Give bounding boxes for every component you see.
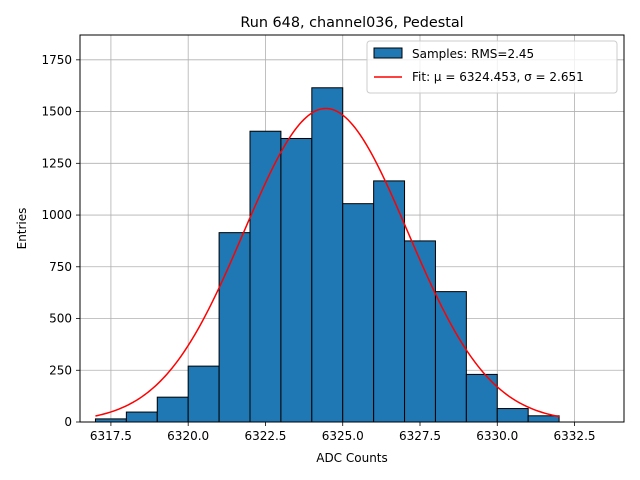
histogram-bar (125, 411, 158, 423)
histogram-bar (496, 408, 529, 423)
histogram-bar (373, 180, 406, 423)
x-tick-label: 6320.0 (167, 429, 209, 443)
histogram-bar (249, 130, 282, 423)
legend-box (366, 40, 618, 94)
y-tick-label: 1250 (41, 156, 72, 170)
x-tick-label: 6332.5 (554, 429, 596, 443)
x-axis-label: ADC Counts (316, 451, 388, 465)
histogram-bar (156, 396, 189, 423)
legend-histogram-swatch (373, 47, 403, 59)
x-tick-label: 6317.5 (90, 429, 132, 443)
y-tick-label: 500 (49, 312, 72, 326)
chart-title: Run 648, channel036, Pedestal (240, 15, 463, 31)
histogram-bar (311, 87, 344, 423)
x-tick-label: 6327.5 (399, 429, 441, 443)
y-axis-ticks: 0 250 500 750 1000 1250 1500 1750 (41, 53, 80, 429)
y-tick-label: 750 (49, 260, 72, 274)
y-axis-label: Entries (15, 208, 29, 250)
histogram-bar (527, 415, 560, 423)
x-axis-ticks: 6317.5 6320.0 6322.5 6325.0 6327.5 6330.0 6332… (90, 422, 596, 443)
y-tick-label: 1500 (41, 105, 72, 119)
legend-fit-label: Fit: μ = 6324.453, σ = 2.651 (412, 70, 584, 84)
histogram-bar (280, 137, 313, 423)
histogram-bars (94, 87, 560, 423)
x-tick-label: 6325.0 (322, 429, 364, 443)
plot-frame (79, 34, 625, 423)
x-tick-label: 6330.0 (476, 429, 518, 443)
y-tick-label: 1000 (41, 208, 72, 222)
histogram-bar (342, 203, 375, 423)
y-tick-label: 1750 (41, 53, 72, 67)
x-tick-label: 6322.5 (244, 429, 286, 443)
histogram-bar (218, 232, 251, 423)
grid (80, 35, 624, 423)
legend: Samples: RMS=2.45 Fit: μ = 6324.453, σ =… (366, 40, 618, 94)
legend-histogram-label: Samples: RMS=2.45 (412, 47, 534, 61)
y-tick-label: 0 (64, 415, 72, 429)
fit-curve (95, 107, 560, 418)
y-tick-label: 250 (49, 363, 72, 377)
histogram-bar (187, 365, 220, 423)
histogram-bar (404, 240, 436, 423)
histogram-bar (434, 291, 467, 423)
